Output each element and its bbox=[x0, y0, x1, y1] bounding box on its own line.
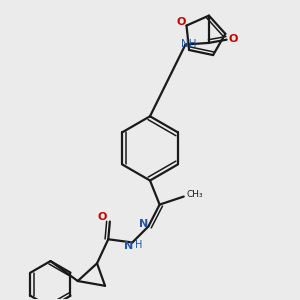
Text: NH: NH bbox=[181, 39, 197, 49]
Text: O: O bbox=[97, 212, 106, 222]
Text: N: N bbox=[124, 241, 133, 251]
Text: O: O bbox=[229, 34, 238, 44]
Text: O: O bbox=[177, 17, 186, 27]
Text: N: N bbox=[139, 219, 148, 229]
Text: H: H bbox=[135, 240, 142, 250]
Text: CH₃: CH₃ bbox=[186, 190, 203, 200]
